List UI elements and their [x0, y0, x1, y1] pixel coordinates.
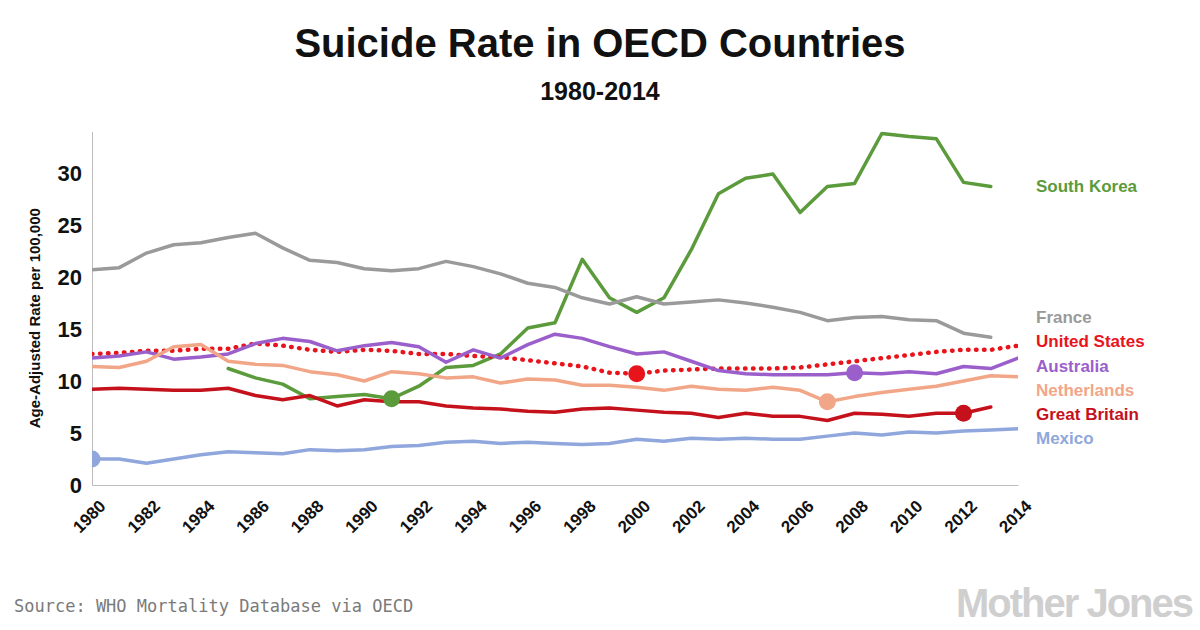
y-axis-title: Age-Adjusted Rate per 100,000 [26, 208, 43, 428]
legend-label: South Korea [1036, 177, 1138, 196]
plot-area [92, 133, 1018, 467]
x-tick-label: 1990 [342, 497, 382, 537]
highlight-marker [955, 405, 972, 422]
x-tick: 1996 [505, 485, 545, 537]
legend-label: France [1036, 308, 1092, 327]
y-tick: 5 [70, 421, 92, 446]
legend-label: Mexico [1036, 429, 1094, 448]
y-axis: 0 5 10 15 20 25 30 [58, 132, 93, 498]
y-tick: 25 [58, 213, 92, 238]
x-tick: 2010 [886, 485, 926, 537]
x-tick-label: 2012 [941, 497, 981, 537]
x-tick-label: 1986 [233, 497, 273, 537]
series-line [228, 133, 991, 398]
x-tick-label: 1988 [287, 497, 327, 537]
x-tick-label: 1996 [505, 497, 545, 537]
series-line [92, 233, 991, 337]
x-tick: 2008 [832, 485, 872, 537]
y-tick-label: 0 [70, 473, 82, 498]
x-tick-label: 2000 [614, 497, 654, 537]
x-tick-label: 2010 [886, 497, 926, 537]
y-tick: 15 [58, 317, 92, 342]
highlight-marker [846, 364, 863, 381]
series-line [92, 345, 1018, 402]
x-tick-label: 2006 [777, 497, 817, 537]
y-tick-label: 20 [58, 265, 82, 290]
legend-label: Australia [1036, 357, 1109, 376]
x-tick: 2000 [614, 485, 654, 537]
x-tick-label: 2004 [723, 496, 764, 537]
series-line [92, 334, 1018, 375]
y-tick-label: 10 [58, 369, 82, 394]
background [0, 0, 1200, 630]
x-tick: 1988 [287, 485, 327, 537]
x-tick: 2006 [777, 485, 817, 537]
y-tick-label: 30 [58, 161, 82, 186]
y-tick: 0 [70, 473, 92, 498]
x-tick: 2004 [723, 485, 764, 537]
highlight-marker [628, 365, 645, 382]
x-tick: 2002 [669, 485, 709, 537]
legend: South Korea France United States Australia N… [1036, 177, 1145, 448]
x-tick: 2014 [995, 485, 1036, 537]
x-tick-label: 1980 [69, 497, 109, 537]
x-tick-label: 1994 [451, 496, 492, 537]
x-tick: 1992 [396, 485, 436, 537]
x-tick-label: 2002 [669, 497, 709, 537]
source: Source: WHO Mortality Database via OECD [14, 596, 413, 616]
x-tick-label: 2014 [995, 496, 1036, 537]
x-tick: 1984 [178, 485, 219, 537]
highlight-marker [92, 451, 101, 468]
legend-label: Netherlands [1036, 381, 1134, 400]
title: Suicide Rate in OECD Countries [294, 21, 905, 65]
legend-label: Great Britain [1036, 405, 1139, 424]
highlight-marker [819, 393, 836, 410]
legend-label: United States [1036, 332, 1145, 351]
x-tick-label: 1982 [124, 497, 164, 537]
series-line [92, 344, 1018, 374]
x-tick: 2012 [941, 485, 981, 537]
y-tick-label: 5 [70, 421, 82, 446]
x-tick-label: 1984 [178, 496, 219, 537]
y-tick: 20 [58, 265, 92, 290]
y-tick: 10 [58, 369, 92, 394]
x-tick: 1980 [69, 485, 109, 537]
y-tick-label: 15 [58, 317, 82, 342]
x-axis-line [93, 485, 1019, 486]
x-tick-label: 2008 [832, 497, 872, 537]
series-line [92, 388, 991, 420]
y-tick-label: 25 [58, 213, 82, 238]
series-line [92, 429, 1018, 463]
credit: Mother Jones [956, 581, 1193, 625]
y-axis-line [92, 132, 93, 486]
x-tick: 1982 [124, 485, 164, 537]
subtitle: 1980-2014 [540, 77, 660, 105]
y-tick: 30 [58, 161, 92, 186]
highlight-marker [383, 390, 400, 407]
x-axis: 1980 1982 1984 1986 1988 1990 1992 1994 1996 1998… [69, 485, 1036, 537]
x-tick: 1990 [342, 485, 382, 537]
chart: Suicide Rate in OECD Countries 1980-2014 A… [0, 0, 1200, 630]
x-tick-label: 1998 [560, 497, 600, 537]
x-tick: 1998 [560, 485, 600, 537]
x-tick: 1986 [233, 485, 273, 537]
x-tick-label: 1992 [396, 497, 436, 537]
x-tick: 1994 [451, 485, 492, 537]
